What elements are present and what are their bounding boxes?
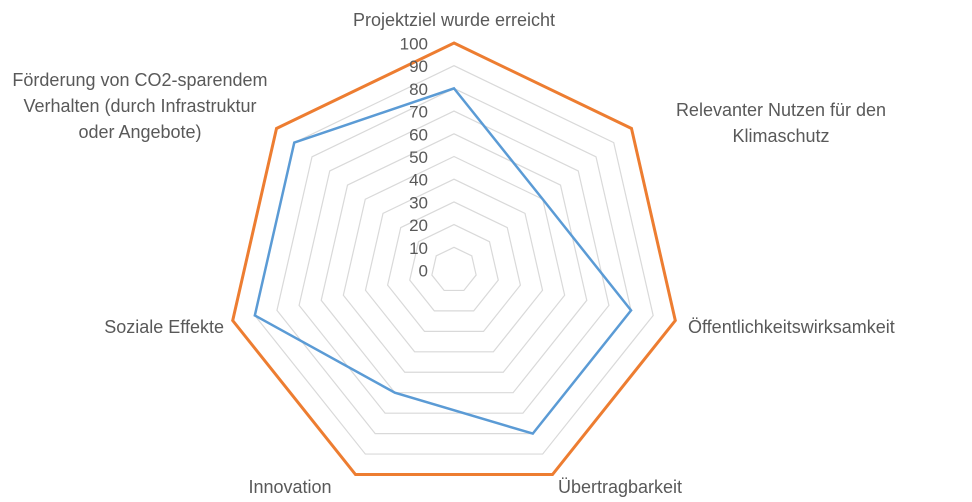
grid-line xyxy=(431,246,477,292)
y-tick-label: 0 xyxy=(419,261,428,280)
grid-line xyxy=(320,133,588,394)
grid-line xyxy=(276,87,632,435)
category-label: Förderung von CO2-sparendem Verhalten (d… xyxy=(12,70,268,142)
category-label: Projektziel wurde erreicht xyxy=(352,10,556,30)
grid-line xyxy=(386,201,522,332)
series-line xyxy=(253,86,633,436)
category-label: Relevanter Nutzen für den Klimaschutz xyxy=(675,100,887,146)
y-tick-label: 90 xyxy=(409,57,428,76)
y-tick-label: 20 xyxy=(409,216,428,235)
category-label: Soziale Effekte xyxy=(104,317,224,337)
grid-line xyxy=(342,155,566,373)
series-line xyxy=(231,41,677,477)
y-tick-label: 50 xyxy=(409,148,428,167)
category-label: Übertragbarkeit xyxy=(557,477,683,497)
y-tick-label: 80 xyxy=(409,80,428,99)
grid-line xyxy=(254,65,654,455)
y-tick-label: 10 xyxy=(409,239,428,258)
category-label: Innovation xyxy=(248,477,332,497)
y-tick-label: 30 xyxy=(409,193,428,212)
y-tick-label: 70 xyxy=(409,103,428,122)
y-tick-label: 60 xyxy=(409,125,428,144)
grid-line xyxy=(298,110,610,414)
grid-line xyxy=(409,223,499,312)
grid-line xyxy=(364,178,544,353)
y-tick-label: 100 xyxy=(400,34,428,53)
y-tick-label: 40 xyxy=(409,171,428,190)
category-label: Öffentlichkeitswirksamkeit xyxy=(688,317,895,337)
